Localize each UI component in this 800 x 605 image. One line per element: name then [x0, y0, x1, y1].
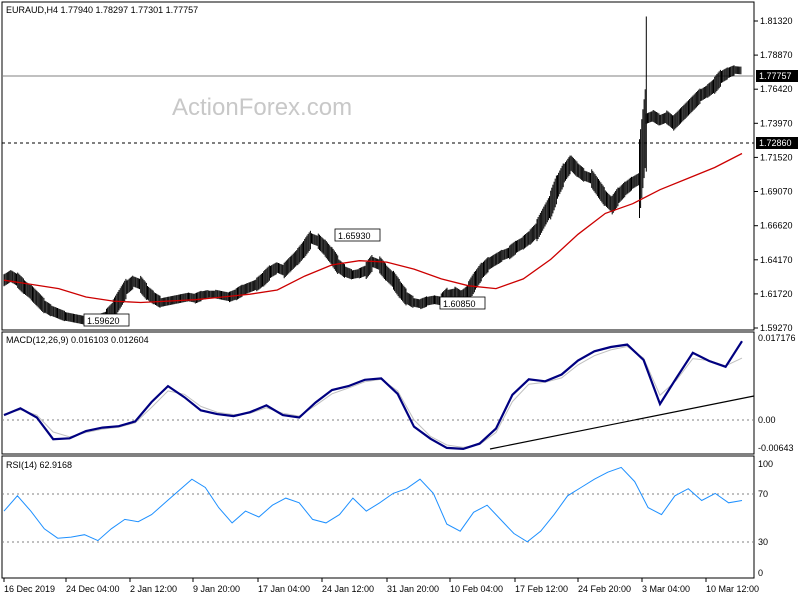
- annotation-low-1: 1.59620: [83, 313, 130, 327]
- time-tick-label: 24 Dec 04:00: [66, 584, 120, 594]
- rsi-line: [3, 466, 743, 543]
- macd-header: MACD(12,26,9) 0.016103 0.012604: [6, 335, 149, 345]
- time-tick-label: 24 Jan 12:00: [322, 584, 374, 594]
- price-tick-label: 1.76420: [760, 84, 793, 94]
- macd-tick-bottom: -0.00643: [758, 443, 794, 453]
- time-tick-label: 10 Mar 12:00: [706, 584, 759, 594]
- price-tick-label: 1.71520: [760, 152, 793, 162]
- macd-signal-line: [3, 345, 743, 448]
- time-axis: 16 Dec 2019 24 Dec 04:00 2 Jan 12:00 9 Jan …: [3, 578, 759, 594]
- rsi-tick-70: 70: [758, 489, 768, 499]
- price-tick-label: 1.64170: [760, 255, 793, 265]
- annotation-high-label: 1.65930: [338, 231, 371, 241]
- macd-tick-zero: 0.00: [758, 415, 776, 425]
- price-tick-label: 1.73970: [760, 118, 793, 128]
- time-tick-label: 17 Jan 04:00: [258, 584, 310, 594]
- rsi-panel-frame: [1, 455, 755, 579]
- time-tick-label: 2 Jan 12:00: [130, 584, 177, 594]
- support-level-tag: 1.72860: [759, 138, 792, 148]
- time-tick-label: 10 Feb 04:00: [450, 584, 503, 594]
- support-level-tag-bg: [756, 137, 798, 149]
- price-panel-frame: [1, 1, 755, 331]
- price-tick-label: 1.78870: [760, 50, 793, 60]
- time-tick-label: 3 Mar 04:00: [642, 584, 690, 594]
- time-tick-label: 9 Jan 20:00: [193, 584, 240, 594]
- symbol-header: EURAUD,H4 1.77940 1.78297 1.77301 1.7775…: [6, 5, 198, 15]
- annotation-low-2: 1.60850: [439, 296, 486, 310]
- rsi-tick-30: 30: [758, 537, 768, 547]
- time-tick-label: 16 Dec 2019: [4, 584, 55, 594]
- price-tick-label: 1.66620: [760, 221, 793, 231]
- annotation-low-1-label: 1.59620: [87, 316, 120, 326]
- current-price-tag-bg: [756, 70, 798, 82]
- watermark: ActionForex.com: [172, 94, 352, 121]
- annotation-low-2-label: 1.60850: [443, 299, 476, 309]
- rsi-tick-100: 100: [758, 459, 773, 469]
- price-tick-label: 1.61720: [760, 289, 793, 299]
- time-tick-label: 24 Feb 20:00: [578, 584, 631, 594]
- price-series: [3, 16, 742, 325]
- price-tick-label: 1.69070: [760, 187, 793, 197]
- moving-average-line: [3, 152, 743, 304]
- time-tick-label: 31 Jan 20:00: [387, 584, 439, 594]
- macd-panel-frame: [1, 331, 755, 455]
- macd-trendline: [489, 395, 755, 450]
- rsi-header: RSI(14) 62.9168: [6, 460, 72, 470]
- price-tick-label: 1.81320: [760, 16, 793, 26]
- rsi-tick-0: 0: [758, 568, 763, 578]
- annotation-high: 1.65930: [334, 228, 381, 242]
- price-tick-label: 1.59270: [760, 323, 793, 333]
- current-price-tag: 1.77757: [759, 71, 792, 81]
- macd-tick-top: 0.017176: [758, 333, 796, 343]
- price-axis: 1.81320 1.78870 1.76420 1.73970 1.71520 1.690…: [754, 16, 793, 333]
- macd-line: [3, 340, 743, 451]
- time-tick-label: 17 Feb 12:00: [515, 584, 568, 594]
